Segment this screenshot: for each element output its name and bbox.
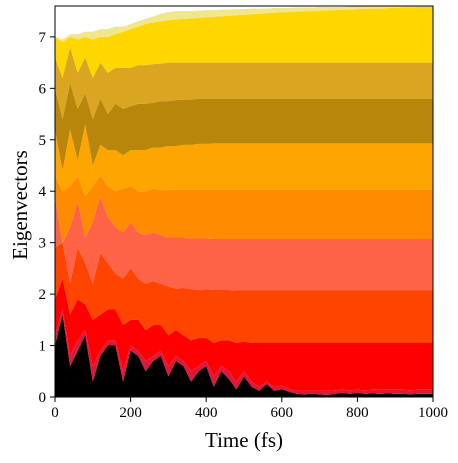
area-band-6	[55, 124, 433, 197]
area-band-8	[55, 47, 433, 120]
x-tick-label: 0	[51, 405, 59, 421]
area-band-7	[55, 83, 433, 171]
x-tick-label: 200	[119, 405, 142, 421]
x-tick-label: 800	[346, 405, 369, 421]
plot-frame	[54, 5, 434, 398]
y-tick-label: 5	[39, 133, 47, 149]
y-axis-ticks: 0 1 2 3 4 5 6 7	[39, 30, 55, 406]
area-band-0	[55, 314, 433, 397]
x-axis-ticks: 0 200 400 600 800 1000	[51, 397, 448, 421]
x-tick-label: 400	[195, 405, 218, 421]
area-band-2	[55, 278, 433, 391]
y-tick-label: 0	[39, 390, 47, 406]
x-tick-label: 600	[271, 405, 294, 421]
area-band-5	[55, 175, 433, 243]
y-tick-label: 4	[39, 184, 47, 200]
area-band-10	[55, 6, 433, 43]
area-band-3	[55, 242, 433, 343]
y-tick-label: 3	[39, 236, 47, 252]
x-axis-title: Time (fs)	[205, 428, 283, 452]
y-tick-label: 6	[39, 81, 47, 97]
area-band-4	[55, 196, 433, 291]
y-tick-label: 2	[39, 287, 47, 303]
y-tick-label: 1	[39, 339, 47, 355]
x-tick-label: 1000	[418, 405, 448, 421]
y-axis-title: Eigenvectors	[8, 150, 32, 260]
area-bands	[55, 6, 433, 397]
area-band-9	[55, 7, 433, 79]
y-tick-label: 7	[39, 30, 47, 46]
